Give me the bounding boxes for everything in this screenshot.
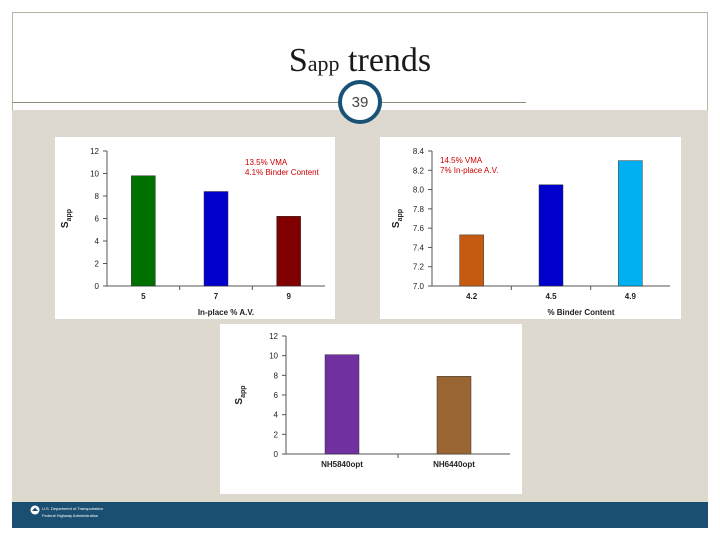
y-axis-label-main: S: [60, 221, 71, 228]
chart-annotation: 7% In-place A.V.: [440, 166, 498, 175]
title-subscript: app: [307, 51, 340, 76]
y-axis-label-sub: app: [240, 385, 247, 397]
y-tick-label: 10: [90, 170, 99, 179]
y-tick-label: 0: [274, 450, 279, 459]
y-tick-label: 0: [95, 282, 100, 291]
x-tick-label: NH5840opt: [321, 460, 363, 469]
y-tick-label: 7.8: [413, 205, 425, 214]
footer-bar: U.S. Department of Transportation Federa…: [12, 502, 708, 528]
y-tick-label: 7.2: [413, 263, 425, 272]
x-tick-label: 4.5: [545, 292, 557, 301]
footer-line-1: U.S. Department of Transportation: [42, 506, 103, 511]
y-tick-label: 7.6: [413, 224, 425, 233]
bar-9: [276, 216, 301, 287]
y-axis-label: Sapp: [234, 385, 247, 404]
bar-NH5840opt: [324, 354, 360, 455]
bar-4.2: [459, 234, 484, 287]
chart-binder-content: 7.0 7.2 7.4 7.6 7.8 8.0 8.2 8.4 4.2 4.5 4.9 Sapp % B…: [391, 147, 670, 317]
bar-7: [203, 191, 229, 287]
chart-mixtures: 0 2 4 6 8 10 12 NH5840opt NH6440opt Sapp: [234, 332, 510, 469]
x-tick-label: 9: [286, 292, 291, 301]
footer-line-2: Federal Highway Administration: [42, 513, 99, 518]
dot-logo-icon: [30, 505, 40, 515]
y-axis-label-main: S: [234, 398, 245, 405]
y-axis-label-sub: app: [66, 209, 73, 221]
y-tick-label: 8.0: [413, 186, 425, 195]
x-tick-label: 5: [141, 292, 146, 301]
y-tick-label: 10: [269, 352, 278, 361]
x-tick-label: 4.9: [625, 292, 637, 301]
y-tick-label: 2: [274, 430, 279, 439]
chart-air-voids: 0 2 4 6 8 10 12 5 7 9 Sapp In-place % A.V. 13.5% VMA…: [60, 147, 325, 317]
title-main: S: [288, 42, 308, 79]
y-tick-label: 8.4: [413, 147, 425, 156]
page-number-badge: 39: [338, 80, 382, 124]
title-rest: trends: [339, 42, 432, 79]
y-tick-label: 4: [95, 237, 100, 246]
x-axis-label: % Binder Content: [547, 308, 614, 317]
x-tick-label: 7: [214, 292, 219, 301]
y-tick-label: 8.2: [413, 166, 425, 175]
divider-left: [12, 102, 342, 103]
chart-panel-1: 0 2 4 6 8 10 12 5 7 9 Sapp In-place % A.V. 13.5% VMA…: [55, 137, 335, 319]
chart-panel-2: 7.0 7.2 7.4 7.6 7.8 8.0 8.2 8.4 4.2 4.5 4.9 Sapp % B…: [380, 137, 681, 319]
divider-right: [380, 102, 526, 103]
y-axis-label: Sapp: [391, 209, 404, 228]
page-number: 39: [351, 93, 369, 111]
bar-4.9: [618, 160, 643, 287]
chart-panel-3: 0 2 4 6 8 10 12 NH5840opt NH6440opt Sapp: [220, 324, 522, 494]
y-tick-label: 12: [90, 147, 99, 156]
x-tick-label: NH6440opt: [433, 460, 475, 469]
y-tick-label: 6: [95, 215, 100, 224]
x-axis-label: In-place % A.V.: [198, 308, 254, 317]
chart-annotation: 14.5% VMA: [440, 156, 483, 165]
y-axis-label-main: S: [391, 221, 402, 228]
y-tick-label: 8: [95, 192, 100, 201]
y-tick-label: 2: [95, 260, 100, 269]
y-tick-label: 8: [274, 371, 279, 380]
bar-5: [131, 175, 156, 287]
chart-annotation: 13.5% VMA: [245, 158, 288, 167]
y-tick-label: 7.4: [413, 243, 425, 252]
slide-title: Sapp trends: [0, 42, 720, 80]
y-tick-label: 12: [269, 332, 278, 341]
bar-4.5: [538, 184, 564, 287]
y-tick-label: 7.0: [413, 282, 425, 291]
chart-annotation: 4.1% Binder Content: [245, 168, 320, 177]
x-tick-label: 4.2: [466, 292, 478, 301]
bar-NH6440opt: [436, 376, 472, 455]
y-axis-label: Sapp: [60, 209, 73, 228]
y-tick-label: 4: [274, 411, 279, 420]
y-tick-label: 6: [274, 391, 279, 400]
y-axis-label-sub: app: [397, 209, 404, 221]
